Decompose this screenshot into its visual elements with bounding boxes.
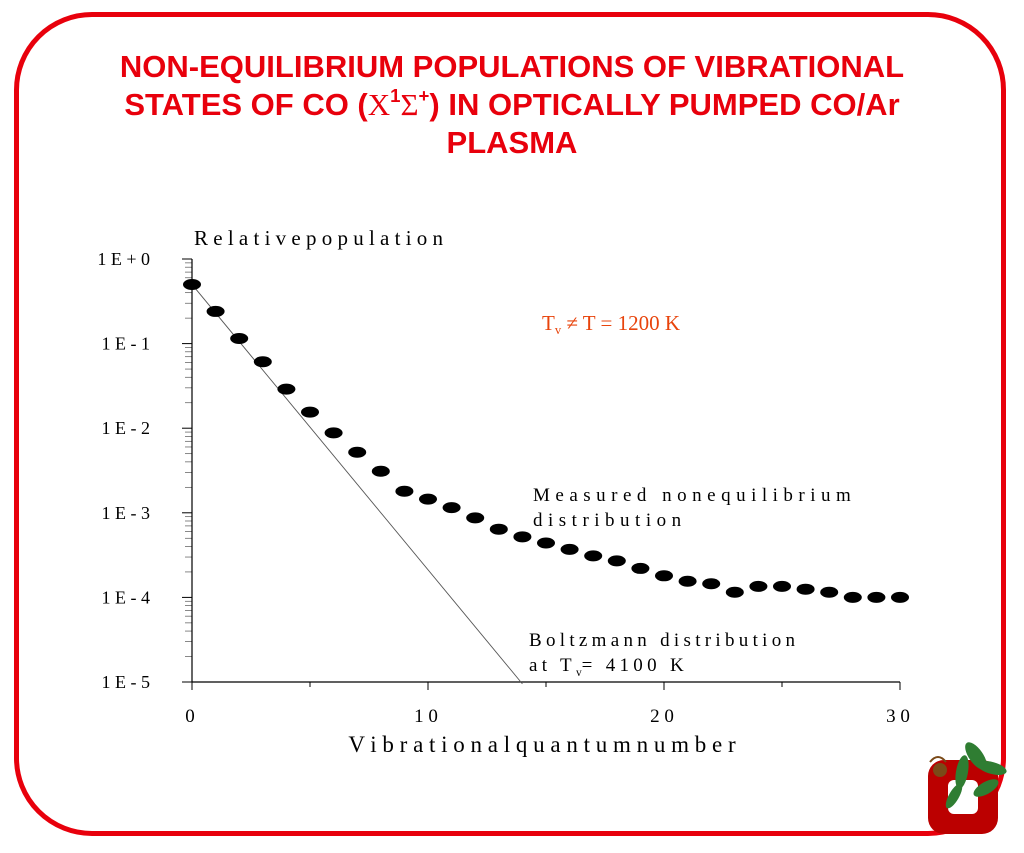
y-axis-tick-labels: 1 E + 0 1 E - 1 1 E - 2 1 E - 3 1 E - 4 1 E -… (97, 249, 150, 692)
temperature-t: T (542, 311, 555, 335)
measured-label-line-1: Measured nonequilibrium (533, 485, 857, 506)
measured-series (183, 278, 909, 603)
data-point (560, 543, 579, 555)
data-point (371, 465, 390, 477)
title-line-1: NON-EQUILIBRIUM POPULATIONS OF VIBRATION… (119, 49, 905, 84)
boltzmann-label-subscript-v: v (575, 666, 582, 679)
title-line-2: STATES OF CO (X1Σ+) IN OPTICALLY PUMPED … (60, 86, 964, 124)
y-axis-minor-ticks (185, 262, 192, 657)
boltzmann-label-temperature: = 4100 K (581, 655, 688, 676)
data-point (584, 550, 603, 562)
y-tick-label: 1 E - 4 (102, 587, 151, 607)
data-point (513, 531, 532, 543)
data-point (466, 512, 485, 524)
data-point (324, 427, 343, 439)
title-symbol-sigma: Σ (400, 87, 419, 122)
data-point (891, 591, 909, 603)
data-point (725, 586, 744, 598)
y-axis-title: R e l a t i v e p o p u l a t i o n (194, 226, 444, 250)
data-point (183, 278, 201, 290)
y-tick-label: 1 E - 5 (102, 672, 151, 692)
x-axis-tick-labels: 0 1 0 2 0 3 0 (185, 706, 910, 727)
data-point (678, 575, 697, 587)
data-point (489, 523, 508, 535)
data-point (820, 586, 839, 598)
y-tick-label: 1 E + 0 (97, 249, 150, 269)
x-tick-label: 0 (185, 706, 195, 727)
data-point (277, 383, 296, 395)
y-tick-label: 1 E - 1 (102, 334, 151, 354)
buckeye-nut-icon (933, 763, 947, 777)
data-point (301, 406, 319, 418)
data-point (702, 578, 721, 590)
data-point (655, 570, 673, 582)
data-point (773, 580, 791, 592)
title-symbol-x: X (367, 87, 391, 122)
y-tick-label: 1 E - 2 (102, 418, 151, 438)
title-superscript-plus: + (418, 84, 430, 106)
x-tick-label: 1 0 (414, 706, 438, 727)
y-tick-label: 1 E - 3 (102, 503, 151, 523)
measured-label-line-2: distribution (533, 510, 687, 531)
measured-distribution-label: Measured nonequilibrium distribution (533, 483, 856, 533)
data-point (867, 591, 886, 603)
data-point (348, 446, 367, 458)
temperature-relation: ≠ T = 1200 K (561, 311, 680, 335)
title-line-3: PLASMA (446, 125, 578, 160)
data-point (843, 591, 862, 603)
data-point (631, 562, 650, 574)
buckeye-leaves-icon (945, 742, 1007, 809)
boltzmann-label-line-1: Boltzmann distribution (529, 630, 800, 651)
data-point (537, 537, 555, 549)
x-tick-label: 2 0 (650, 706, 674, 727)
boltzmann-label-line-2: at Tv= 4100 K (529, 653, 799, 686)
boltzmann-label-prefix: at T (529, 655, 576, 676)
data-point (607, 555, 626, 567)
data-point (206, 305, 225, 317)
data-point (395, 485, 414, 497)
slide-frame (14, 12, 1006, 836)
data-point (442, 502, 461, 514)
boltzmann-series (191, 284, 523, 685)
temperature-annotation: Tv ≠ T = 1200 K (542, 311, 680, 338)
boltzmann-distribution-label: Boltzmann distribution at Tv= 4100 K (529, 628, 799, 686)
title-line-2-prefix: STATES OF CO ( (124, 87, 368, 122)
data-point (796, 583, 815, 595)
x-axis-title: V i b r a t i o n a l q u a n t u m n u … (348, 732, 736, 757)
boltzmann-line (191, 284, 523, 685)
temperature-subscript-v: v (554, 322, 562, 337)
data-point (230, 332, 249, 344)
y-axis-major-ticks (182, 258, 192, 683)
title-line-2-suffix: ) IN OPTICALLY PUMPED CO/Ar (429, 87, 900, 122)
ohio-state-block-o-buckeye-leaf-icon (928, 742, 1007, 834)
slide-title: NON-EQUILIBRIUM POPULATIONS OF VIBRATION… (60, 48, 964, 162)
data-point (253, 356, 272, 368)
x-tick-label: 3 0 (886, 706, 910, 727)
title-superscript-1: 1 (390, 84, 401, 106)
data-point (419, 493, 437, 505)
data-point (749, 580, 768, 592)
x-axis-ticks (191, 682, 901, 690)
